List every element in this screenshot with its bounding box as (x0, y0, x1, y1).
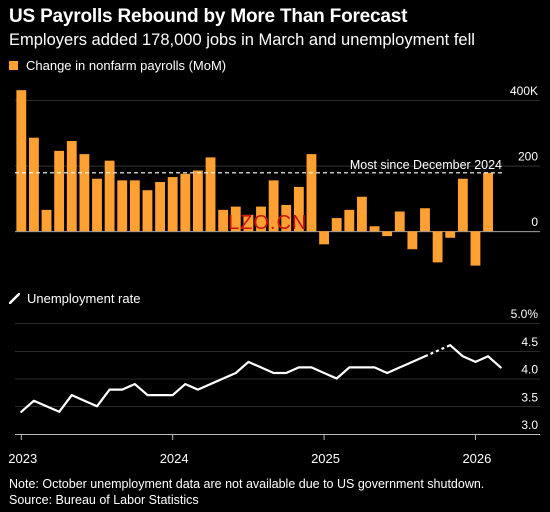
payrolls-legend-label: Change in nonfarm payrolls (MoM) (26, 58, 227, 73)
payroll-bar (205, 157, 216, 232)
x-axis-tick-label: 2024 (160, 451, 189, 466)
payroll-bar (142, 190, 153, 232)
payroll-bar (470, 231, 481, 266)
payroll-bar (293, 186, 304, 232)
payroll-bar (306, 154, 317, 232)
payrolls-legend-swatch (9, 61, 18, 70)
payroll-bar (167, 177, 178, 232)
payroll-bar (193, 170, 203, 232)
payroll-bar (445, 231, 456, 238)
unemployment-legend-swatch (9, 293, 20, 304)
payroll-bar (180, 173, 191, 232)
payroll-bar (394, 211, 405, 232)
payroll-bar (41, 209, 52, 232)
payroll-bar (344, 209, 355, 232)
unemployment-legend: Unemployment rate (9, 291, 140, 306)
reference-line-label: Most since December 2024 (350, 158, 502, 172)
payroll-bar (16, 90, 27, 232)
line-y-tick-label: 3.0 (521, 418, 538, 432)
payroll-bar (29, 137, 39, 232)
unemployment-line (20, 355, 427, 413)
payroll-bar (92, 178, 102, 232)
unemployment-legend-label: Unemployment rate (27, 291, 141, 306)
bar-y-tick-label: 400K (510, 84, 538, 98)
footer-notes: Note: October unemployment data are not … (9, 476, 484, 508)
payroll-bar (407, 231, 418, 250)
payroll-bar (230, 206, 241, 232)
x-axis-tick-label: 2023 (8, 451, 37, 466)
payroll-bar (256, 206, 266, 232)
payroll-bar (369, 226, 380, 232)
payroll-bar (432, 231, 443, 263)
payroll-bar (79, 154, 90, 232)
payrolls-legend: Change in nonfarm payrolls (MoM) (9, 58, 226, 73)
unemployment-line (449, 344, 502, 369)
payroll-bar (281, 204, 292, 232)
line-y-tick-label: 4.0 (521, 363, 538, 377)
payroll-bar (66, 141, 77, 232)
payroll-bar (319, 231, 329, 245)
unemployment-gap-bridge (424, 344, 451, 358)
payroll-bar (155, 182, 165, 232)
payroll-bar (104, 160, 115, 232)
x-axis-tick-label: 2025 (311, 451, 340, 466)
payroll-bar (331, 218, 342, 232)
chart-title: US Payrolls Rebound by More Than Forecas… (9, 6, 408, 27)
payroll-bar (382, 231, 393, 237)
watermark: LZO.CN (228, 212, 308, 234)
footnote: Note: October unemployment data are not … (9, 477, 485, 491)
bar-y-tick-label: 0 (531, 215, 538, 229)
payroll-bar (218, 209, 229, 232)
bar-y-tick-label: 200 (518, 150, 538, 164)
payroll-bar (54, 150, 65, 232)
line-y-tick-label: 5.0% (511, 307, 539, 321)
source-line: Source: Bureau of Labor Statistics (9, 493, 199, 507)
payroll-bar (457, 178, 468, 232)
payroll-bar (483, 172, 493, 232)
payroll-bar (357, 196, 367, 232)
line-y-tick-label: 3.5 (521, 390, 538, 404)
x-axis-tick-label: 2026 (462, 451, 491, 466)
payroll-bar (268, 180, 279, 232)
payroll-bar (243, 214, 254, 232)
payroll-bar (117, 180, 128, 232)
line-y-tick-label: 4.5 (521, 335, 538, 349)
payroll-bar (420, 208, 430, 232)
chart-subtitle: Employers added 178,000 jobs in March an… (9, 31, 475, 49)
payroll-bar (129, 180, 140, 232)
